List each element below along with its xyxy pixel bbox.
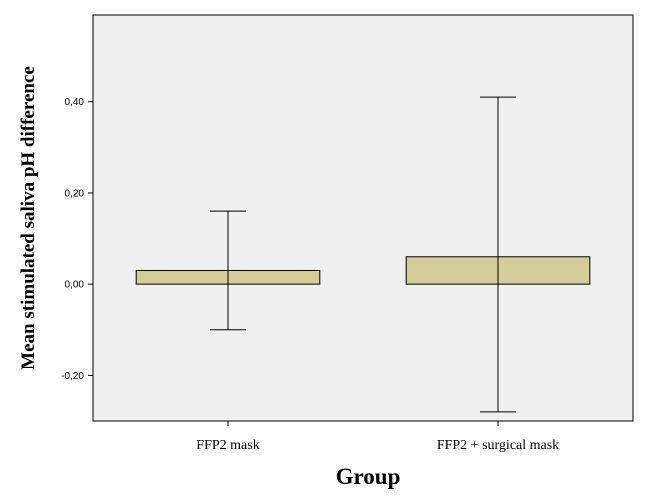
error-bars [210, 96, 516, 413]
y-axis: -0,20 0,00 0,20 0,40 [61, 97, 93, 382]
x-tick-label: FFP2 mask [196, 438, 259, 453]
y-tick-label: -0,20 [61, 371, 84, 382]
y-tick-label: 0,20 [65, 188, 85, 199]
x-tick-label: FFP2 + surgical mask [437, 438, 559, 453]
y-axis-title: Mean stimulated saliva pH difference [18, 66, 39, 370]
y-tick-label: 0,00 [65, 280, 85, 291]
y-tick-label: 0,40 [65, 97, 85, 108]
x-axis-title: Group [336, 464, 401, 489]
x-axis: FFP2 mask FFP2 + surgical mask [196, 421, 559, 453]
plot-area [92, 14, 634, 422]
